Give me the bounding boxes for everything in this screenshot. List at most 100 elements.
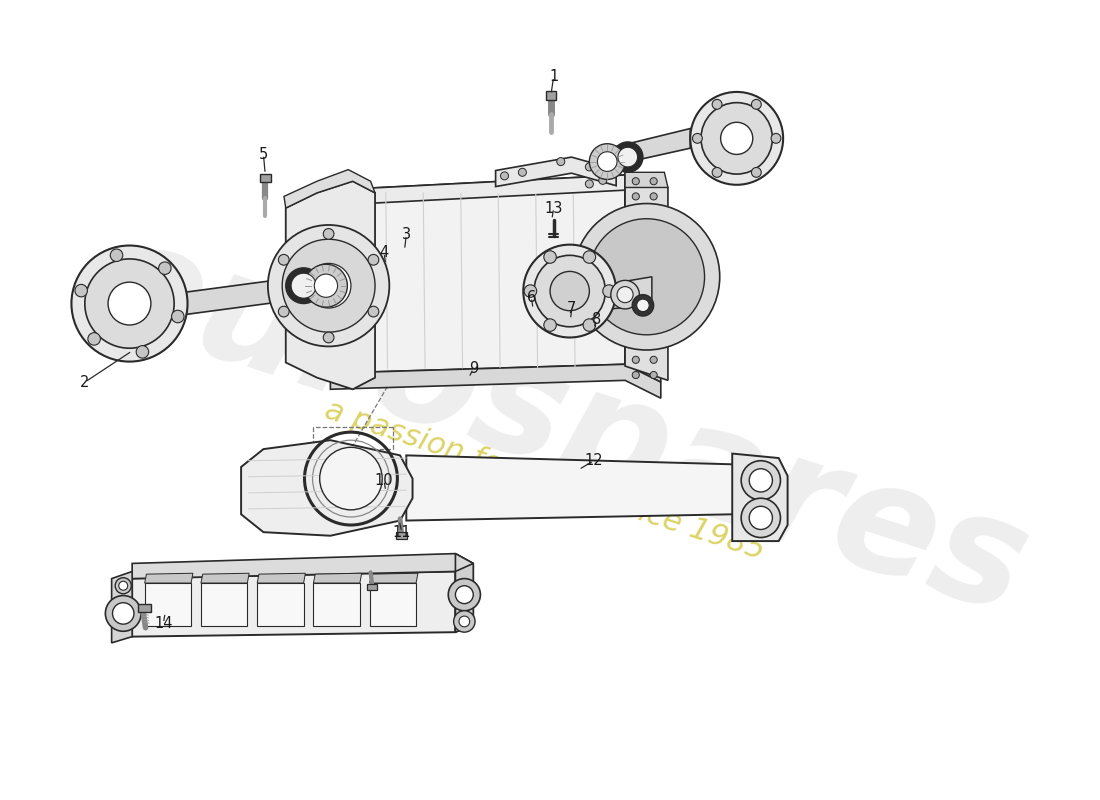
Bar: [139, 603, 151, 612]
Circle shape: [106, 595, 141, 631]
Circle shape: [283, 239, 375, 332]
Circle shape: [632, 178, 639, 185]
Circle shape: [306, 263, 351, 308]
Circle shape: [632, 294, 653, 316]
Circle shape: [650, 371, 657, 378]
Text: 11: 11: [393, 525, 411, 540]
Circle shape: [453, 610, 475, 632]
Circle shape: [543, 250, 557, 263]
Circle shape: [650, 193, 657, 200]
Circle shape: [323, 229, 334, 239]
Circle shape: [741, 498, 781, 538]
Circle shape: [459, 616, 470, 627]
Circle shape: [500, 172, 508, 180]
Polygon shape: [370, 574, 418, 583]
Polygon shape: [625, 172, 668, 187]
Circle shape: [292, 273, 316, 298]
Polygon shape: [625, 175, 661, 382]
Text: 13: 13: [544, 201, 563, 215]
Circle shape: [136, 346, 149, 358]
Bar: [370, 583, 416, 626]
Circle shape: [278, 254, 289, 265]
Polygon shape: [733, 454, 788, 541]
Circle shape: [749, 506, 772, 530]
Circle shape: [597, 152, 617, 171]
Text: 12: 12: [584, 454, 603, 468]
Polygon shape: [145, 574, 192, 583]
Circle shape: [172, 310, 184, 322]
Circle shape: [598, 176, 607, 184]
Polygon shape: [201, 574, 249, 583]
Polygon shape: [330, 364, 661, 398]
Circle shape: [603, 285, 615, 298]
Circle shape: [585, 180, 593, 188]
Polygon shape: [257, 574, 306, 583]
Circle shape: [650, 178, 657, 185]
Circle shape: [557, 158, 564, 166]
Circle shape: [583, 319, 595, 331]
Circle shape: [749, 469, 772, 492]
Circle shape: [701, 102, 772, 174]
Polygon shape: [496, 157, 616, 186]
Circle shape: [751, 99, 761, 110]
Text: 3: 3: [402, 227, 411, 242]
Polygon shape: [132, 554, 473, 578]
Circle shape: [323, 332, 334, 343]
Circle shape: [368, 306, 378, 317]
Text: 5: 5: [258, 147, 268, 162]
Polygon shape: [455, 554, 473, 632]
Polygon shape: [330, 175, 661, 208]
Circle shape: [268, 225, 389, 346]
Text: 14: 14: [154, 616, 173, 630]
Circle shape: [588, 218, 705, 335]
Circle shape: [751, 167, 761, 178]
Bar: [257, 583, 304, 626]
Circle shape: [741, 461, 781, 500]
Bar: [546, 91, 557, 100]
Text: 8: 8: [592, 312, 601, 327]
Circle shape: [85, 259, 174, 348]
Bar: [201, 583, 248, 626]
Circle shape: [543, 319, 557, 331]
Circle shape: [75, 284, 87, 297]
Bar: [260, 174, 271, 182]
Polygon shape: [132, 571, 455, 637]
Polygon shape: [330, 175, 625, 374]
Text: 10: 10: [375, 473, 394, 488]
Circle shape: [110, 249, 123, 262]
Circle shape: [618, 147, 638, 167]
Text: a passion for parts since 1985: a passion for parts since 1985: [321, 395, 769, 566]
Circle shape: [525, 285, 537, 298]
Circle shape: [116, 578, 131, 594]
Polygon shape: [406, 455, 739, 521]
Bar: [145, 583, 191, 626]
Text: 7: 7: [566, 302, 576, 317]
Circle shape: [119, 582, 128, 590]
Circle shape: [550, 271, 590, 310]
Circle shape: [278, 306, 289, 317]
Bar: [367, 584, 377, 590]
Circle shape: [573, 203, 719, 350]
Circle shape: [455, 586, 473, 603]
Text: 2: 2: [80, 374, 89, 390]
Circle shape: [368, 254, 378, 265]
Circle shape: [88, 333, 100, 345]
Circle shape: [534, 255, 605, 326]
Circle shape: [449, 578, 481, 610]
Bar: [314, 583, 360, 626]
Circle shape: [286, 268, 321, 303]
Circle shape: [637, 299, 649, 311]
Circle shape: [305, 264, 348, 307]
Text: 9: 9: [469, 362, 477, 376]
Polygon shape: [609, 277, 652, 309]
Polygon shape: [111, 571, 132, 643]
Circle shape: [632, 371, 639, 378]
Circle shape: [617, 286, 634, 302]
Circle shape: [771, 134, 781, 143]
Polygon shape: [609, 129, 691, 166]
Polygon shape: [241, 440, 412, 536]
Circle shape: [585, 163, 593, 171]
Circle shape: [712, 99, 722, 110]
Circle shape: [610, 280, 639, 309]
Polygon shape: [314, 574, 362, 583]
